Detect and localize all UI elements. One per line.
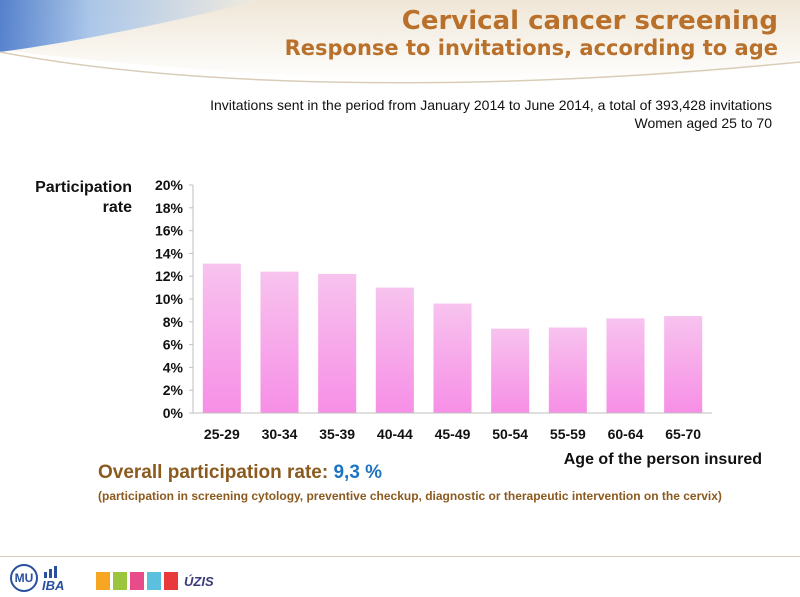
overall-participation: Overall participation rate: 9,3 % — [98, 462, 382, 484]
masaryk-university-logo: MU — [10, 564, 38, 592]
bar-55-59 — [548, 327, 587, 413]
x-tick-label: 40-44 — [377, 426, 413, 442]
y-tick-label: 6% — [163, 337, 184, 353]
bar-30-34 — [260, 271, 299, 413]
bar-25-29 — [202, 263, 241, 413]
overall-note: (participation in screening cytology, pr… — [98, 489, 722, 503]
partner-logo-colors — [96, 572, 178, 590]
y-tick-label: 20% — [155, 177, 184, 193]
iba-logo-bars — [44, 566, 57, 578]
y-tick-label: 16% — [155, 223, 184, 239]
x-tick-label: 35-39 — [319, 426, 355, 442]
x-tick-label: 60-64 — [608, 426, 644, 442]
x-tick-label: 45-49 — [435, 426, 471, 442]
bar-65-70 — [664, 316, 703, 413]
x-tick-label: 55-59 — [550, 426, 586, 442]
x-tick-label: 30-34 — [262, 426, 298, 442]
y-tick-label: 12% — [155, 268, 184, 284]
uzis-logo: ÚZIS — [184, 574, 214, 589]
y-tick-label: 10% — [155, 291, 184, 307]
y-axis-label: Participation rate — [35, 179, 132, 216]
y-tick-label: 14% — [155, 245, 184, 261]
y-tick-label: 2% — [163, 382, 184, 398]
bar-45-49 — [433, 303, 472, 413]
age-range-note: Women aged 25 to 70 — [634, 115, 772, 131]
page-subtitle: Response to invitations, according to ag… — [284, 36, 778, 60]
bar-35-39 — [318, 273, 357, 413]
x-axis-label: Age of the person insured — [563, 451, 762, 468]
overall-value: 9,3 % — [333, 462, 383, 483]
invitation-note: Invitations sent in the period from Janu… — [210, 97, 772, 113]
iba-logo: IBA — [42, 578, 65, 593]
footer-divider — [0, 556, 800, 557]
header-swoosh — [0, 0, 800, 84]
bar-60-64 — [606, 318, 645, 413]
y-tick-label: 18% — [155, 200, 184, 216]
x-tick-label: 25-29 — [204, 426, 240, 442]
y-tick-label: 8% — [163, 314, 184, 330]
x-tick-label: 65-70 — [665, 426, 701, 442]
y-tick-label: 0% — [163, 405, 184, 421]
bar-50-54 — [491, 328, 530, 413]
overall-label: Overall participation rate: — [98, 462, 329, 483]
x-tick-label: 50-54 — [492, 426, 528, 442]
bar-40-44 — [375, 287, 414, 413]
page-title: Cervical cancer screening — [401, 6, 778, 36]
y-tick-label: 4% — [163, 359, 184, 375]
